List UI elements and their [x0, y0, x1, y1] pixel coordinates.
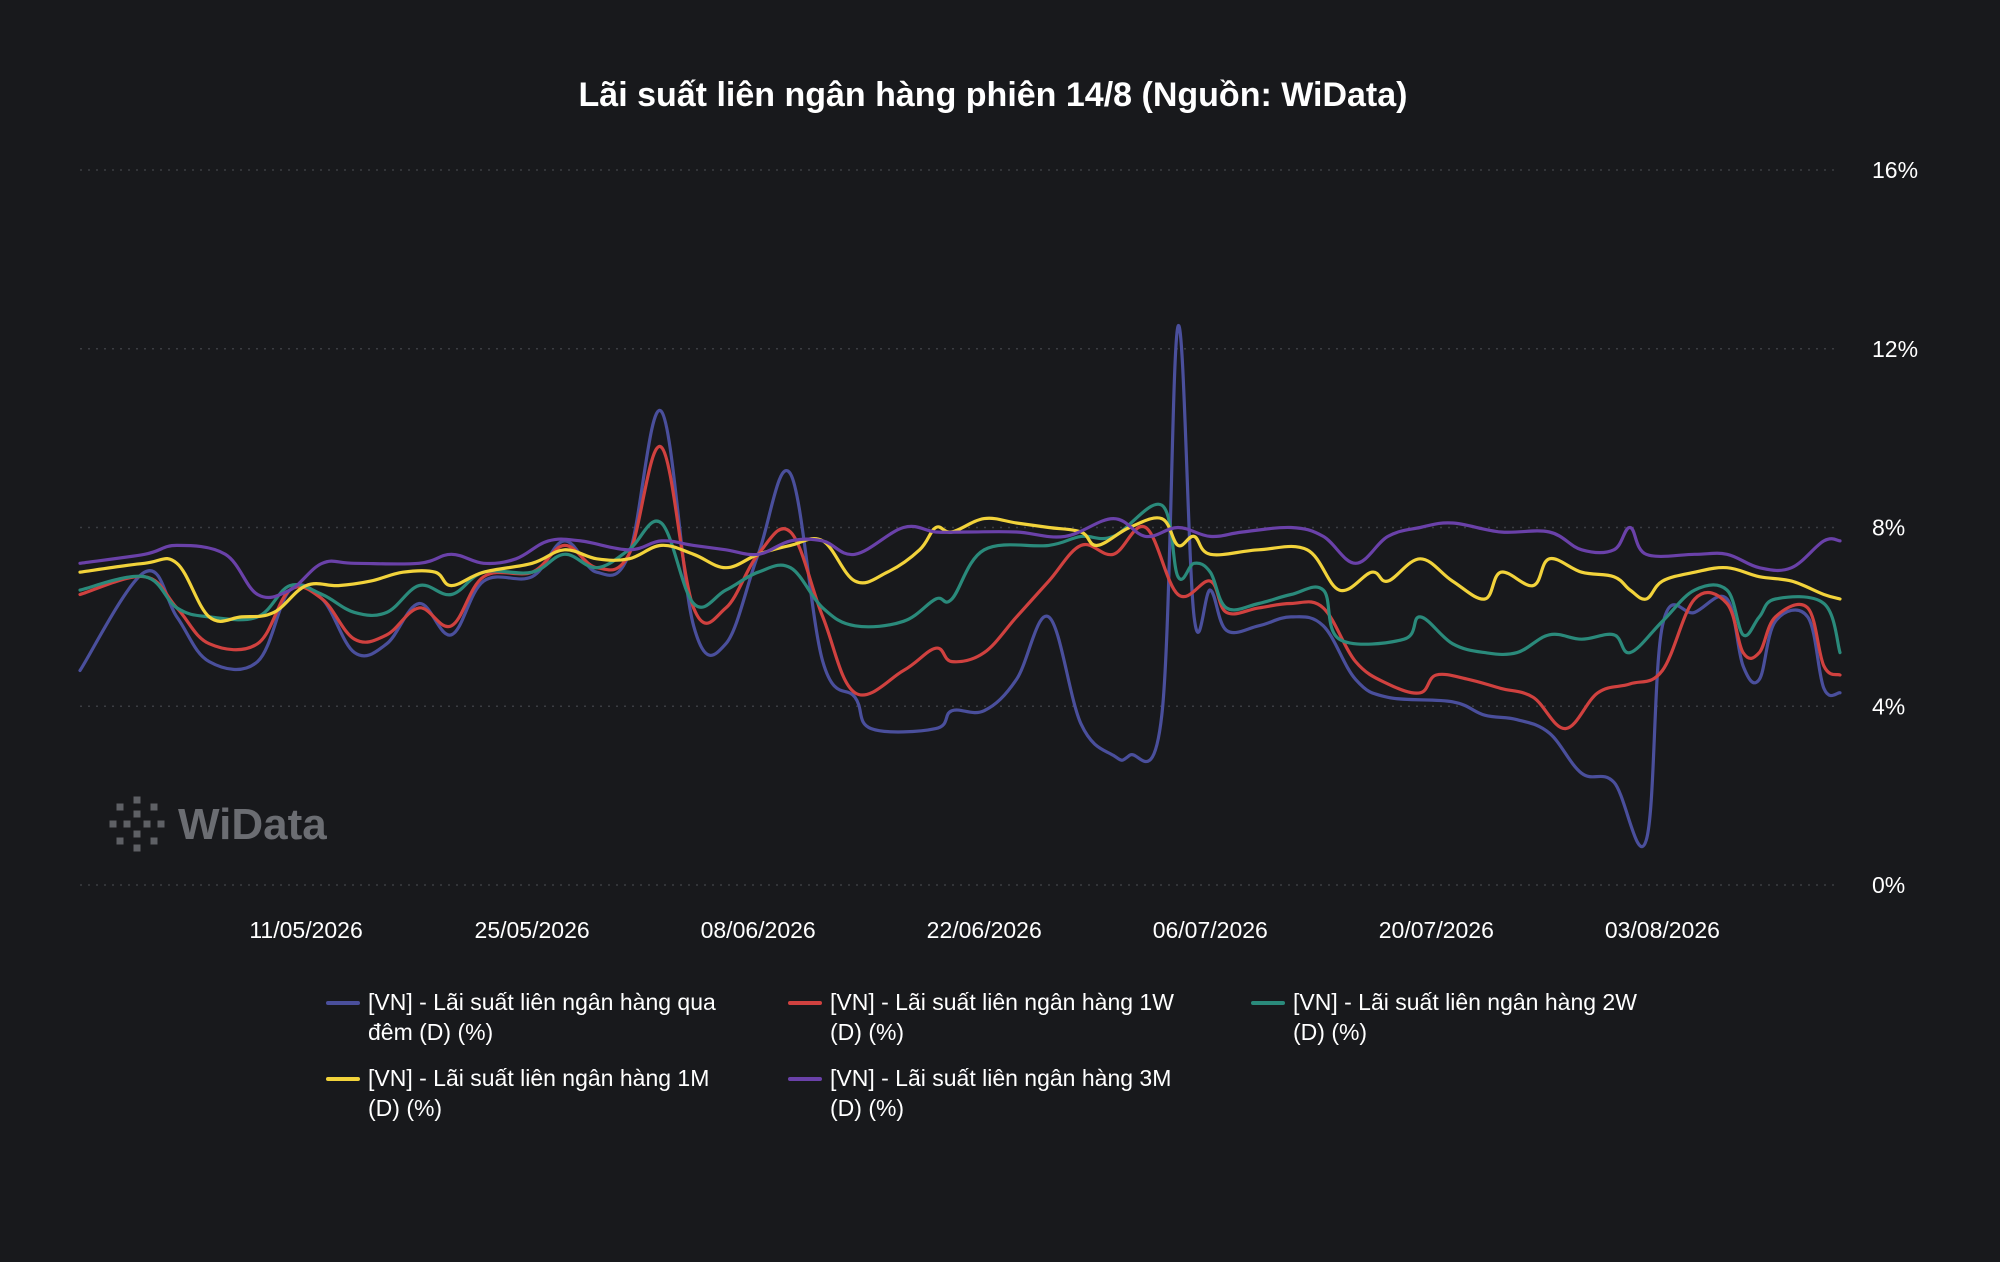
watermark-text: WiData — [178, 800, 327, 849]
series-line-1 — [78, 324, 1842, 849]
x-tick-label: 03/08/2026 — [1605, 917, 1720, 943]
legend-item[interactable]: [VN] - Lãi suất liên ngân hàng 3M (D) (%) — [788, 1065, 1171, 1121]
series-line-5 — [78, 517, 1842, 600]
y-tick-label: 0% — [1872, 872, 1905, 898]
x-tick-label: 08/06/2026 — [701, 917, 816, 943]
logo-dot — [157, 820, 165, 828]
legend: [VN] - Lãi suất liên ngân hàng qua đêm (D… — [326, 989, 1637, 1121]
logo-dot — [143, 820, 151, 828]
x-tick-label: 11/05/2026 — [249, 917, 362, 943]
legend-item[interactable]: [VN] - Lãi suất liên ngân hàng 2W (D) (%) — [1251, 989, 1637, 1045]
logo-dot — [109, 820, 117, 828]
x-axis-ticks: 11/05/2026 25/05/2026 08/06/2026 22/06/2026… — [249, 917, 1720, 943]
logo-dot — [123, 820, 131, 828]
legend-label: [VN] - Lãi suất liên ngân hàng 1W (D) (%) — [830, 989, 1174, 1045]
y-axis-ticks: 0% 4% 8% 12% 16% — [1872, 157, 1918, 898]
x-tick-label: 22/06/2026 — [927, 917, 1042, 943]
y-tick-label: 16% — [1872, 157, 1918, 183]
logo-dot — [116, 803, 124, 811]
series-lines — [78, 324, 1842, 849]
chart-title: Lãi suất liên ngân hàng phiên 14/8 (Nguồ… — [579, 76, 1408, 114]
widata-watermark: WiData — [109, 796, 327, 852]
legend-label: [VN] - Lãi suất liên ngân hàng 3M (D) (%) — [830, 1065, 1171, 1121]
y-tick-label: 8% — [1872, 515, 1905, 541]
x-tick-label: 20/07/2026 — [1379, 917, 1494, 943]
series-line-4 — [78, 516, 1842, 623]
x-tick-label: 06/07/2026 — [1153, 917, 1268, 943]
legend-item[interactable]: [VN] - Lãi suất liên ngân hàng qua đêm (D… — [326, 989, 716, 1045]
y-tick-label: 4% — [1872, 693, 1905, 719]
y-tick-label: 12% — [1872, 336, 1918, 362]
legend-label: [VN] - Lãi suất liên ngân hàng qua đêm (D… — [368, 989, 716, 1045]
logo-dot — [150, 837, 158, 845]
logo-dot — [116, 837, 124, 845]
series-line-2 — [78, 445, 1842, 731]
legend-item[interactable]: [VN] - Lãi suất liên ngân hàng 1M (D) (%) — [326, 1065, 709, 1121]
logo-dot — [133, 830, 141, 838]
logo-dot — [133, 844, 141, 852]
series-line-3 — [78, 502, 1842, 657]
legend-label: [VN] - Lãi suất liên ngân hàng 1M (D) (%) — [368, 1065, 709, 1121]
legend-item[interactable]: [VN] - Lãi suất liên ngân hàng 1W (D) (%) — [788, 989, 1174, 1045]
legend-label: [VN] - Lãi suất liên ngân hàng 2W (D) (%) — [1293, 989, 1637, 1045]
logo-dot — [133, 796, 141, 804]
logo-dot — [133, 810, 141, 818]
x-tick-label: 25/05/2026 — [475, 917, 590, 943]
logo-dot — [150, 803, 158, 811]
